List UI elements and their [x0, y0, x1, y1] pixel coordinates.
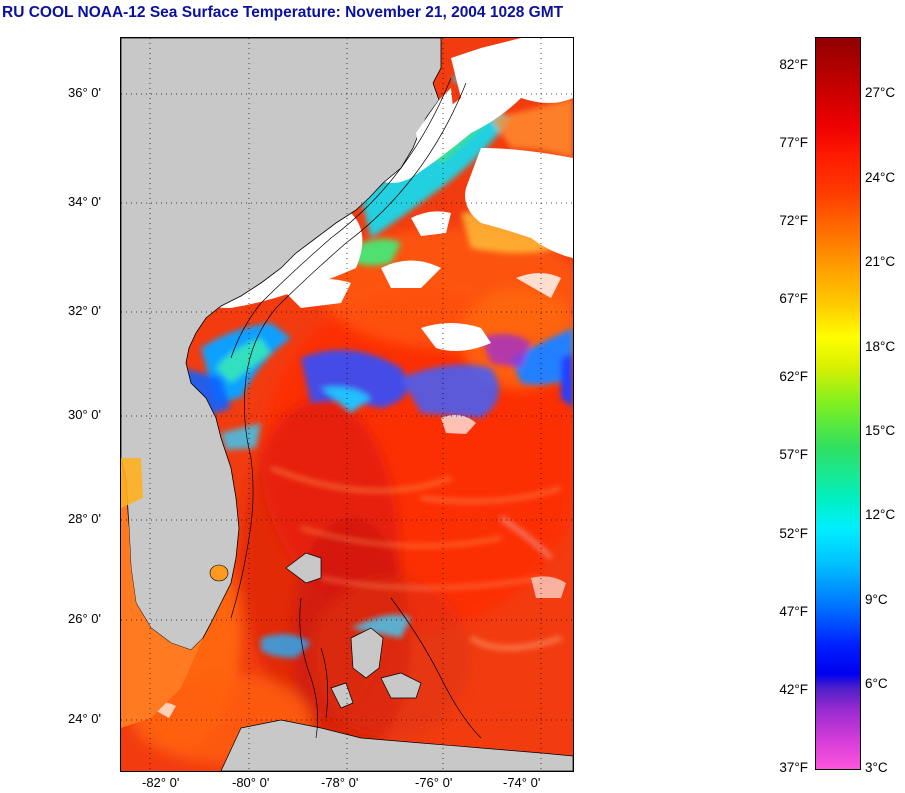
colorbar-label-77f: 77°F [779, 135, 808, 150]
lat-label-36: 36° 0' [68, 85, 101, 100]
lat-label-28: 28° 0' [68, 511, 101, 526]
lon-label-76: -76° 0' [415, 775, 453, 790]
bathymetry-contours [230, 77, 482, 739]
colorbar-label-47f: 47°F [779, 604, 808, 619]
lon-label-78: -78° 0' [321, 775, 359, 790]
lon-label-82: -82° 0' [142, 775, 180, 790]
lat-label-32: 32° 0' [68, 303, 101, 318]
colorbar-label-42f: 42°F [779, 682, 808, 697]
lat-label-24: 24° 0' [68, 711, 101, 726]
lat-label-26: 26° 0' [68, 611, 101, 626]
colorbar-label-18c: 18°C [865, 339, 896, 354]
colorbar-label-24c: 24°C [865, 170, 896, 185]
temperature-colorbar [815, 37, 861, 770]
sst-map[interactable] [120, 37, 574, 772]
gulf-water [121, 458, 203, 728]
colorbar-label-27c: 27°C [865, 85, 896, 100]
lon-label-80: -80° 0' [232, 775, 270, 790]
sst-streaks [270, 466, 562, 650]
colorbar-label-12c: 12°C [865, 507, 896, 522]
graticule [121, 38, 573, 771]
colorbar-label-21c: 21°C [865, 254, 896, 269]
chart-title: RU COOL NOAA-12 Sea Surface Temperature:… [2, 4, 564, 21]
colorbar-label-67f: 67°F [779, 291, 808, 306]
colorbar-label-57f: 57°F [779, 447, 808, 462]
colorbar-label-6c: 6°C [865, 676, 888, 691]
lat-label-34: 34° 0' [68, 194, 101, 209]
colorbar-label-82f: 82°F [779, 57, 808, 72]
lat-label-30: 30° 0' [68, 407, 101, 422]
lon-label-74: -74° 0' [503, 775, 541, 790]
colorbar-label-9c: 9°C [865, 592, 888, 607]
lake-okeechobee [209, 564, 229, 582]
map-canvas [121, 38, 573, 771]
coastal-cloud-strip [416, 88, 453, 158]
colorbar-label-52f: 52°F [779, 526, 808, 541]
colorbar-label-15c: 15°C [865, 423, 896, 438]
colorbar-label-3c: 3°C [865, 760, 888, 775]
colorbar-label-72f: 72°F [779, 213, 808, 228]
colorbar-label-62f: 62°F [779, 369, 808, 384]
colorbar-label-37f: 37°F [779, 760, 808, 775]
islands [220, 552, 573, 771]
